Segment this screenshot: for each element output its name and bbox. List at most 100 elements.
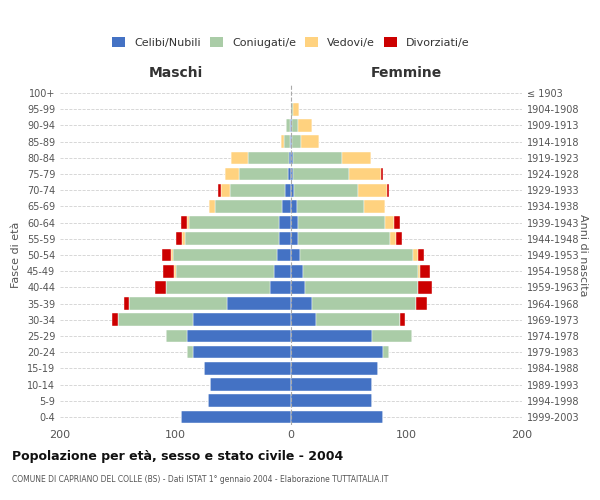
Bar <box>421 265 430 278</box>
Y-axis label: Anni di nascita: Anni di nascita <box>578 214 588 296</box>
Bar <box>291 394 372 407</box>
Bar <box>176 232 182 245</box>
Bar <box>218 184 221 196</box>
Bar <box>291 330 372 342</box>
Bar <box>173 248 277 262</box>
Bar <box>171 248 173 262</box>
Bar <box>161 248 171 262</box>
Bar <box>155 281 166 293</box>
Bar <box>166 281 270 293</box>
Bar <box>282 200 291 212</box>
Bar <box>381 168 383 180</box>
Bar <box>291 378 372 391</box>
Bar <box>230 184 285 196</box>
Text: Popolazione per età, sesso e stato civile - 2004: Popolazione per età, sesso e stato civil… <box>12 450 343 463</box>
Bar <box>298 232 391 245</box>
Bar <box>187 346 193 358</box>
Bar <box>291 119 292 132</box>
Bar <box>130 298 227 310</box>
Bar <box>227 298 291 310</box>
Bar <box>281 136 284 148</box>
Bar <box>291 298 312 310</box>
Bar <box>291 265 302 278</box>
Bar <box>291 410 383 423</box>
Bar <box>225 168 239 180</box>
Bar <box>293 152 342 164</box>
Bar <box>292 119 298 132</box>
Text: Femmine: Femmine <box>371 66 442 80</box>
Bar <box>291 232 298 245</box>
Text: COMUNE DI CAPRIANO DEL COLLE (BS) - Dati ISTAT 1° gennaio 2004 - Elaborazione TU: COMUNE DI CAPRIANO DEL COLLE (BS) - Dati… <box>12 475 388 484</box>
Bar <box>286 119 290 132</box>
Bar <box>396 232 402 245</box>
Bar <box>280 232 291 245</box>
Bar <box>291 184 295 196</box>
Bar <box>285 184 291 196</box>
Bar <box>181 410 291 423</box>
Bar <box>274 265 291 278</box>
Bar <box>289 152 291 164</box>
Bar <box>391 232 396 245</box>
Bar <box>372 330 412 342</box>
Bar <box>291 216 298 229</box>
Legend: Celibi/Nubili, Coniugati/e, Vedovi/e, Divorziati/e: Celibi/Nubili, Coniugati/e, Vedovi/e, Di… <box>108 33 474 52</box>
Bar <box>210 378 291 391</box>
Bar <box>248 152 289 164</box>
Bar <box>209 200 215 212</box>
Bar <box>182 232 185 245</box>
Bar <box>208 394 291 407</box>
Bar <box>193 314 291 326</box>
Bar <box>291 168 293 180</box>
Bar <box>231 152 248 164</box>
Bar <box>176 265 274 278</box>
Bar <box>190 216 280 229</box>
Bar <box>291 362 377 374</box>
Bar <box>364 200 385 212</box>
Bar <box>112 314 118 326</box>
Bar <box>301 136 319 148</box>
Bar <box>187 216 190 229</box>
Bar <box>293 103 299 116</box>
Bar <box>239 168 287 180</box>
Y-axis label: Fasce di età: Fasce di età <box>11 222 21 288</box>
Bar <box>163 265 175 278</box>
Bar <box>349 168 381 180</box>
Bar <box>418 248 424 262</box>
Bar <box>358 184 387 196</box>
Bar <box>166 330 187 342</box>
Bar <box>295 184 358 196</box>
Bar <box>298 119 312 132</box>
Bar <box>290 136 291 148</box>
Bar <box>418 281 432 293</box>
Bar <box>287 168 291 180</box>
Bar <box>385 216 394 229</box>
Text: Maschi: Maschi <box>148 66 203 80</box>
Bar <box>181 216 187 229</box>
Bar <box>291 200 297 212</box>
Bar <box>185 232 280 245</box>
Bar <box>413 248 418 262</box>
Bar <box>221 184 230 196</box>
Bar <box>302 265 418 278</box>
Bar <box>291 281 305 293</box>
Bar <box>300 248 413 262</box>
Bar <box>187 330 291 342</box>
Bar <box>280 216 291 229</box>
Bar <box>291 103 293 116</box>
Bar <box>400 314 406 326</box>
Bar <box>290 119 291 132</box>
Bar <box>298 216 385 229</box>
Bar <box>205 362 291 374</box>
Bar <box>383 346 389 358</box>
Bar <box>193 346 291 358</box>
Bar <box>305 281 418 293</box>
Bar <box>312 298 416 310</box>
Bar <box>291 248 300 262</box>
Bar <box>277 248 291 262</box>
Bar <box>175 265 176 278</box>
Bar <box>297 200 364 212</box>
Bar <box>291 152 293 164</box>
Bar <box>292 136 301 148</box>
Bar <box>284 136 290 148</box>
Bar <box>394 216 400 229</box>
